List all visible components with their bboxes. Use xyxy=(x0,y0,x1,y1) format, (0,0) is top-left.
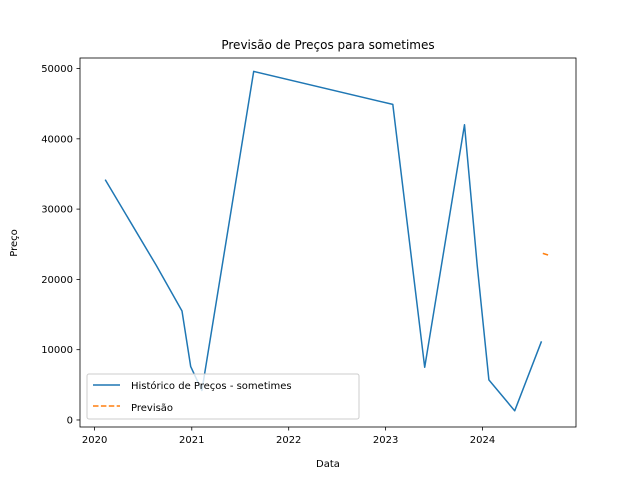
x-axis-ticks: 2020 2021 2022 2023 2024 xyxy=(82,427,495,446)
y-tick-label: 50000 xyxy=(41,64,73,75)
y-tick-label: 30000 xyxy=(41,205,73,216)
y-axis-label: Preço xyxy=(9,229,20,257)
y-tick-label: 40000 xyxy=(41,134,73,145)
chart-title: Previsão de Preços para sometimes xyxy=(221,38,434,52)
plot-area xyxy=(80,58,576,427)
y-tick-label: 20000 xyxy=(41,275,73,286)
series-line-1 xyxy=(542,252,550,257)
x-tick-label: 2023 xyxy=(373,435,398,446)
legend-label-historico: Histórico de Preços - sometimes xyxy=(131,380,292,392)
x-tick-label: 2024 xyxy=(470,435,495,446)
legend: Histórico de Preços - sometimes Previsão xyxy=(86,373,360,420)
legend-label-previsao: Previsão xyxy=(131,403,173,414)
y-tick-label: 10000 xyxy=(41,345,73,356)
x-tick-label: 2021 xyxy=(179,435,204,446)
x-axis-label: Data xyxy=(316,459,340,470)
y-axis-ticks: 0 10000 20000 30000 40000 50000 xyxy=(41,64,80,426)
series-line-0 xyxy=(104,70,543,412)
x-tick-label: 2022 xyxy=(276,435,301,446)
series-layer xyxy=(104,70,550,412)
x-tick-label: 2020 xyxy=(82,435,107,446)
legend-box xyxy=(86,373,360,420)
y-tick-label: 0 xyxy=(67,415,73,426)
plot-frame xyxy=(79,57,577,428)
